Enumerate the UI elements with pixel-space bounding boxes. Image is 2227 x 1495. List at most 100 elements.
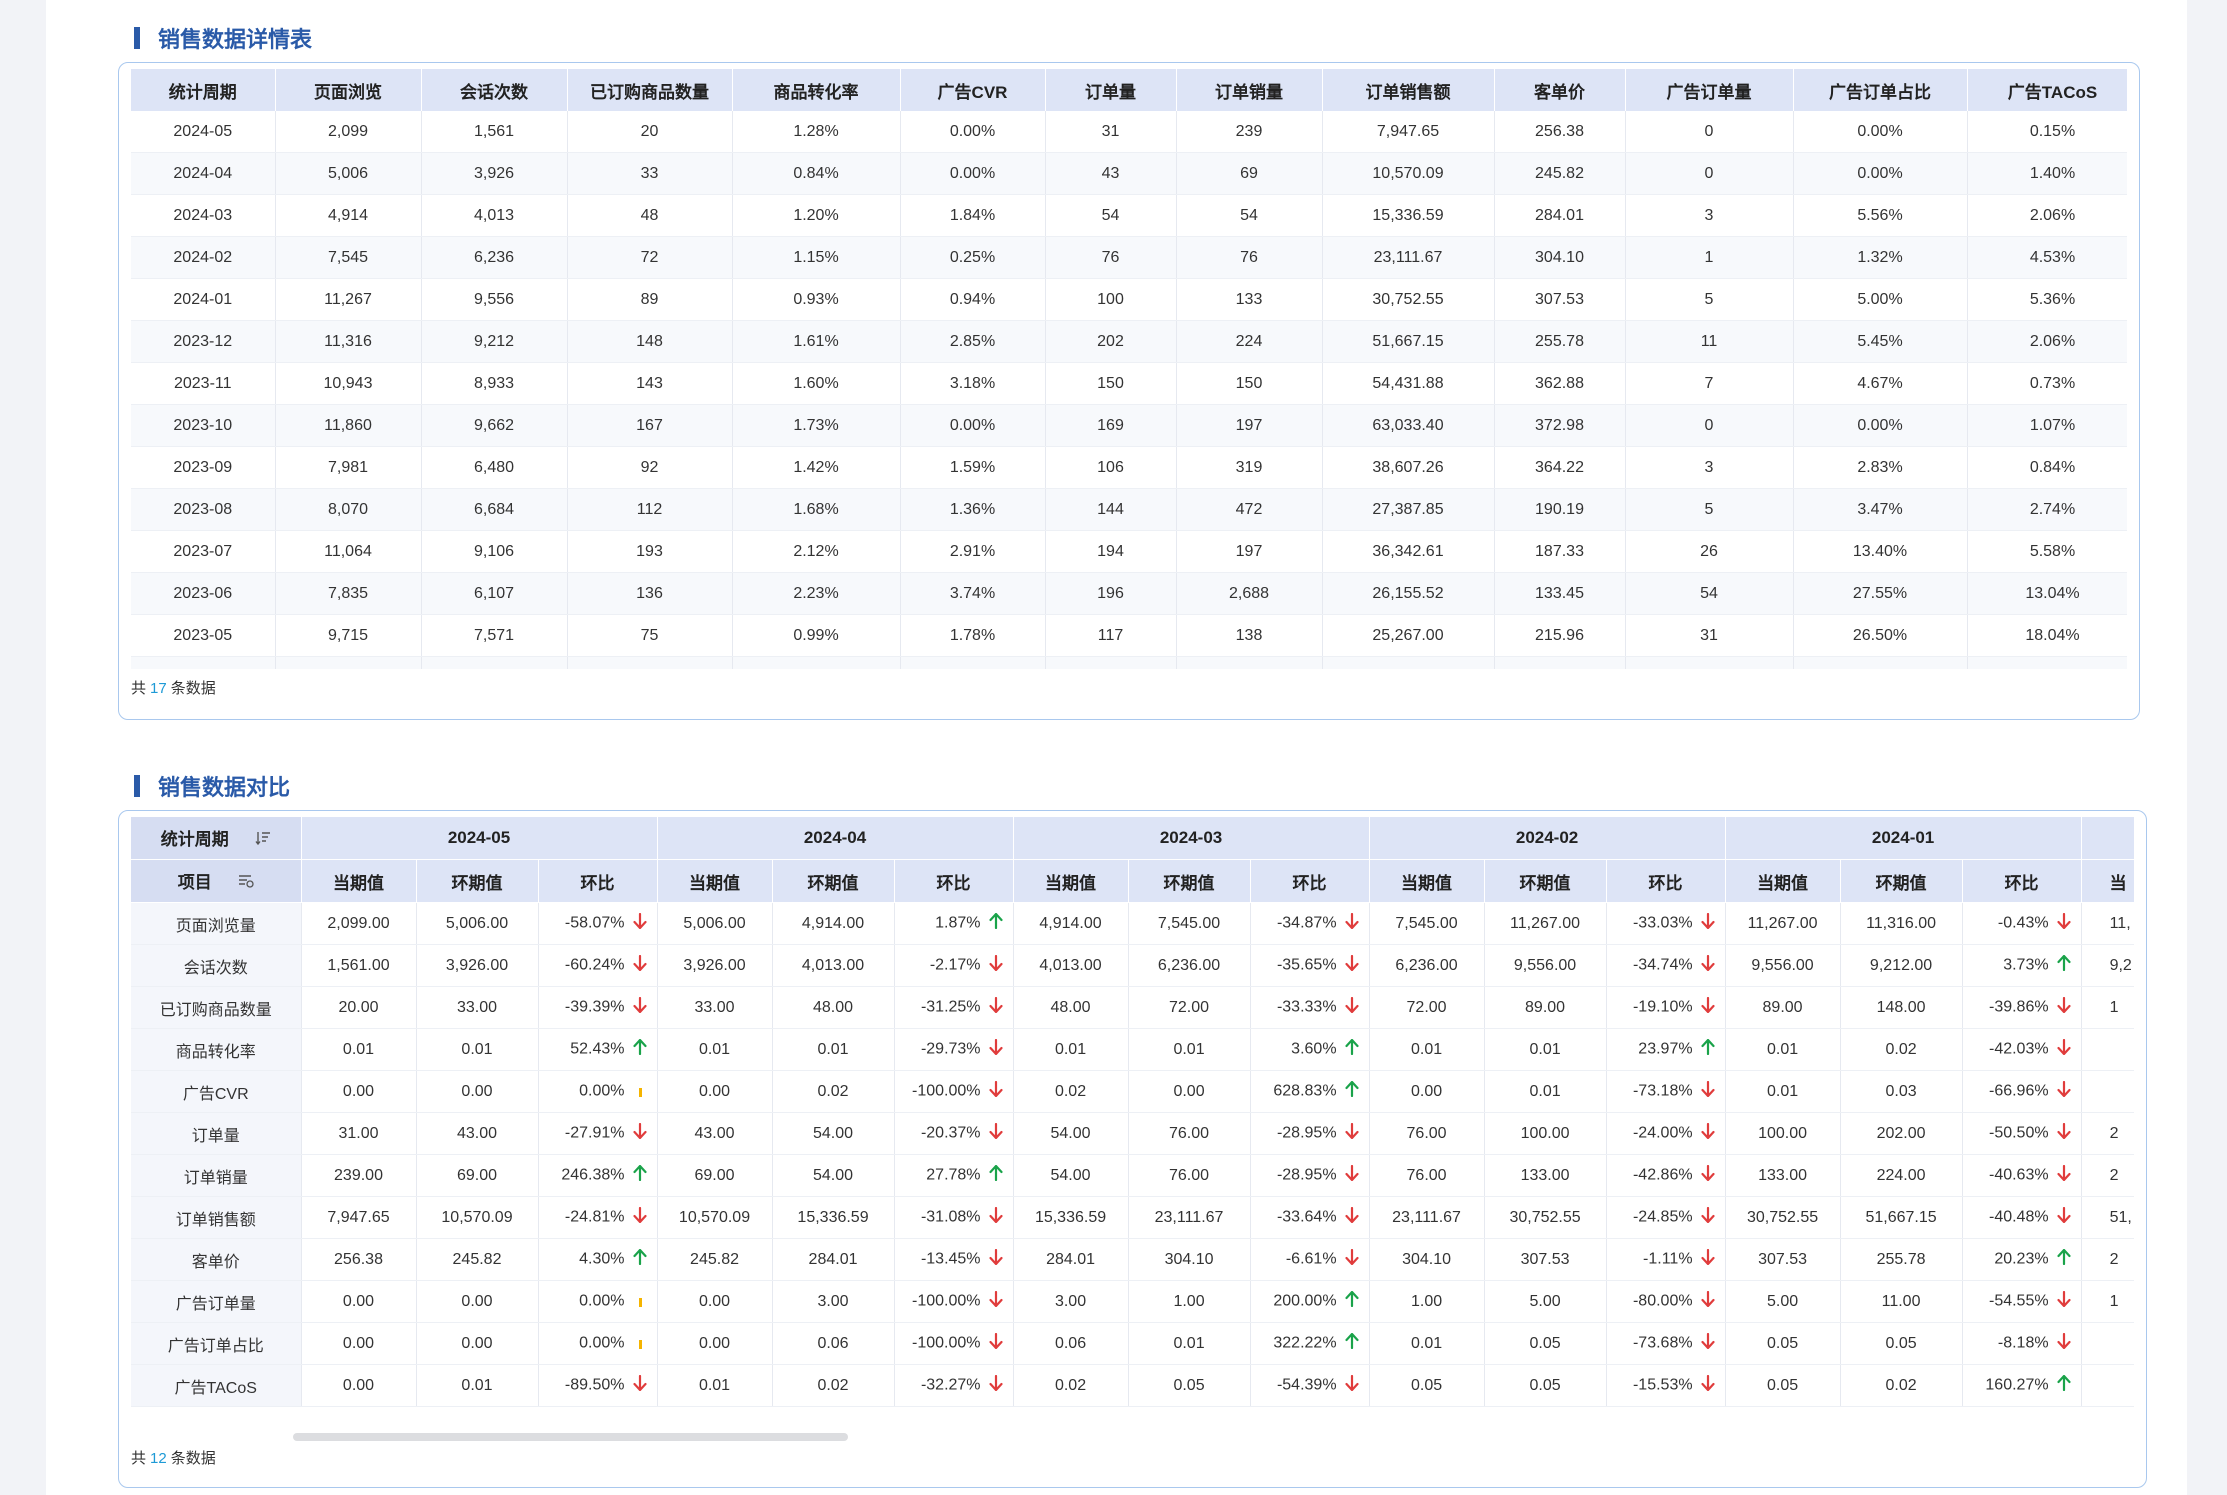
current-value-cell: 0.02	[1013, 1070, 1129, 1113]
column-header[interactable]: 当期值	[301, 859, 417, 903]
previous-value-cell: 48.00	[772, 986, 895, 1029]
current-value-cell: 43.00	[657, 1112, 773, 1155]
table-row[interactable]: 2023-10 11,860 9,662 167 1.73% 0.00% 169 197 63,…	[131, 404, 2127, 447]
table-row[interactable]: 订单销售额 7,947.65 10,570.09 -24.81% 10,570.09 15…	[131, 1196, 2134, 1239]
change-cell: 160.27%	[1962, 1364, 2082, 1407]
change-value: -13.45%	[920, 1250, 981, 1268]
table-cell	[1494, 656, 1626, 669]
current-value-cell: 256.38	[301, 1238, 417, 1281]
table-row[interactable]: 2023-05 9,715 7,571 75 0.99% 1.78% 117 138 25,26…	[131, 614, 2127, 657]
change-value: -100.00%	[912, 1334, 981, 1352]
table-cell: 33	[567, 152, 733, 195]
column-header[interactable]: 广告订单量	[1625, 69, 1794, 111]
item-column-header[interactable]: 项目	[131, 859, 302, 903]
column-header[interactable]: 订单销量	[1176, 69, 1323, 111]
table-cell: 2024-04	[131, 152, 276, 195]
filter-icon[interactable]	[238, 873, 254, 894]
table-row[interactable]: 2024-03 4,914 4,013 48 1.20% 1.84% 54 54 15,336.…	[131, 194, 2127, 237]
table-cell: 1.20%	[732, 194, 901, 237]
column-header[interactable]: 当期值	[1725, 859, 1841, 903]
column-header[interactable]: 环比	[1250, 859, 1370, 903]
column-header[interactable]: 广告TACoS	[1967, 69, 2127, 111]
change-cell: 0.00%	[538, 1280, 658, 1323]
table-cell: 76	[1176, 236, 1323, 279]
detail-table-scroll[interactable]: 统计周期 页面浏览 会话次数 已订购商品数量 商品转化率 广告CVR 订单量 订单销量 订单销售…	[131, 69, 2127, 669]
table-cell: 197	[1176, 530, 1323, 573]
table-row[interactable]: 2024-01 11,267 9,556 89 0.93% 0.94% 100 133 30,7…	[131, 278, 2127, 321]
column-header[interactable]: 客单价	[1494, 69, 1626, 111]
table-row[interactable]: 订单销量 239.00 69.00 246.38% 69.00 54.00 27.78% 54…	[131, 1154, 2134, 1197]
table-row[interactable]: 2023-12 11,316 9,212 148 1.61% 2.85% 202 224 51,…	[131, 320, 2127, 363]
period-column-header[interactable]: 统计周期	[131, 817, 302, 860]
table-cell: 7,545	[275, 236, 422, 279]
arrow-up-icon	[2056, 1374, 2071, 1396]
table-row[interactable]: 会话次数 1,561.00 3,926.00 -60.24% 3,926.00 4,013…	[131, 944, 2134, 987]
column-header[interactable]: 环比	[894, 859, 1014, 903]
table-row[interactable]: 2023-07 11,064 9,106 193 2.12% 2.91% 194 197 36,…	[131, 530, 2127, 573]
table-row[interactable]: 客单价 256.38 245.82 4.30% 245.82 284.01 -13.45% 2…	[131, 1238, 2134, 1281]
arrow-up-icon	[2056, 954, 2071, 976]
column-header[interactable]: 商品转化率	[732, 69, 901, 111]
column-header[interactable]: 环比	[538, 859, 658, 903]
arrow-down-icon	[1700, 1164, 1715, 1186]
table-cell: 255.78	[1494, 320, 1626, 363]
table-cell: 136	[567, 572, 733, 615]
table-row[interactable]: 广告订单量 0.00 0.00 0.00% 0.00 3.00 -100.00% 3.00 1.…	[131, 1280, 2134, 1323]
column-header[interactable]: 当期值	[1369, 859, 1485, 903]
column-header[interactable]: 广告订单占比	[1793, 69, 1968, 111]
column-header[interactable]: 环期值	[1484, 859, 1607, 903]
table-cell: 7	[1625, 362, 1794, 405]
column-header[interactable]: 订单量	[1045, 69, 1177, 111]
arrow-up-icon	[632, 1038, 647, 1060]
sort-icon[interactable]	[255, 830, 271, 851]
column-header[interactable]: 环期值	[1840, 859, 1963, 903]
current-value-cell: 20.00	[301, 986, 417, 1029]
table-row[interactable]: 广告TACoS 0.00 0.01 -89.50% 0.01 0.02 -32.27% 0.0…	[131, 1364, 2134, 1407]
current-value-cell: 0.00	[301, 1280, 417, 1323]
table-row[interactable]: 广告订单占比 0.00 0.00 0.00% 0.00 0.06 -100.00% 0.06 0…	[131, 1322, 2134, 1365]
column-header[interactable]: 环比	[1962, 859, 2082, 903]
period-group-header: 2024-05	[301, 817, 658, 860]
table-row[interactable]: 2023-06 7,835 6,107 136 2.23% 3.74% 196 2,688 26…	[131, 572, 2127, 615]
column-header[interactable]: 当期值	[1013, 859, 1129, 903]
change-value: 1.87%	[935, 914, 981, 932]
horizontal-scrollbar[interactable]	[293, 1433, 848, 1441]
compare-total-count: 共 12 条数据	[131, 1447, 216, 1468]
column-header[interactable]: 环期值	[416, 859, 539, 903]
column-header[interactable]: 环期值	[1128, 859, 1251, 903]
table-row[interactable]: 2024-04 5,006 3,926 33 0.84% 0.00% 43 69 10,570.…	[131, 152, 2127, 195]
table-row[interactable]: 2023-08 8,070 6,684 112 1.68% 1.36% 144 472 27,3…	[131, 488, 2127, 531]
table-row[interactable]: 广告CVR 0.00 0.00 0.00% 0.00 0.02 -100.00% 0.02 0.…	[131, 1070, 2134, 1113]
change-value: 628.83%	[1273, 1082, 1337, 1100]
column-header[interactable]: 当期值	[657, 859, 773, 903]
compare-table-scroll[interactable]: 统计周期 2024-05 2024-04 2024-03 2024-02 2024-01 …	[131, 817, 2134, 1411]
table-cell: 54	[1176, 194, 1323, 237]
table-row[interactable]	[131, 656, 2127, 669]
period-group-header: 2024-01	[1725, 817, 2082, 860]
table-row[interactable]: 商品转化率 0.01 0.01 52.43% 0.01 0.01 -29.73% 0.01 0.…	[131, 1028, 2134, 1071]
column-header[interactable]: 环期值	[772, 859, 895, 903]
row-label: 广告订单量	[131, 1280, 302, 1323]
table-row[interactable]: 2024-05 2,099 1,561 20 1.28% 0.00% 31 239 7,947.…	[131, 111, 2127, 153]
column-header[interactable]: 订单销售额	[1322, 69, 1495, 111]
table-row[interactable]: 页面浏览量 2,099.00 5,006.00 -58.07% 5,006.00 4,91…	[131, 902, 2134, 945]
table-row[interactable]: 已订购商品数量 20.00 33.00 -39.39% 33.00 48.00 -31.25…	[131, 986, 2134, 1029]
table-cell: 3.18%	[900, 362, 1046, 405]
column-header[interactable]: 统计周期	[131, 69, 276, 111]
table-row[interactable]: 2023-09 7,981 6,480 92 1.42% 1.59% 106 319 38,60…	[131, 446, 2127, 489]
previous-value-cell: 15,336.59	[772, 1196, 895, 1239]
table-row[interactable]: 2023-11 10,943 8,933 143 1.60% 3.18% 150 150 54,…	[131, 362, 2127, 405]
change-cell: -0.43%	[1962, 902, 2082, 945]
column-header[interactable]: 已订购商品数量	[567, 69, 733, 111]
column-header[interactable]: 页面浏览	[275, 69, 422, 111]
change-value: -54.55%	[1988, 1292, 2049, 1310]
current-value-cell: 0.01	[657, 1364, 773, 1407]
column-header[interactable]: 环比	[1606, 859, 1726, 903]
column-header[interactable]: 会话次数	[421, 69, 568, 111]
table-row[interactable]: 订单量 31.00 43.00 -27.91% 43.00 54.00 -20.37% 54.…	[131, 1112, 2134, 1155]
table-row[interactable]: 2024-02 7,545 6,236 72 1.15% 0.25% 76 76 23,111.…	[131, 236, 2127, 279]
table-cell	[1045, 656, 1177, 669]
column-header[interactable]: 广告CVR	[900, 69, 1046, 111]
column-header[interactable]: 当	[2081, 859, 2134, 903]
change-cell: -50.50%	[1962, 1112, 2082, 1155]
